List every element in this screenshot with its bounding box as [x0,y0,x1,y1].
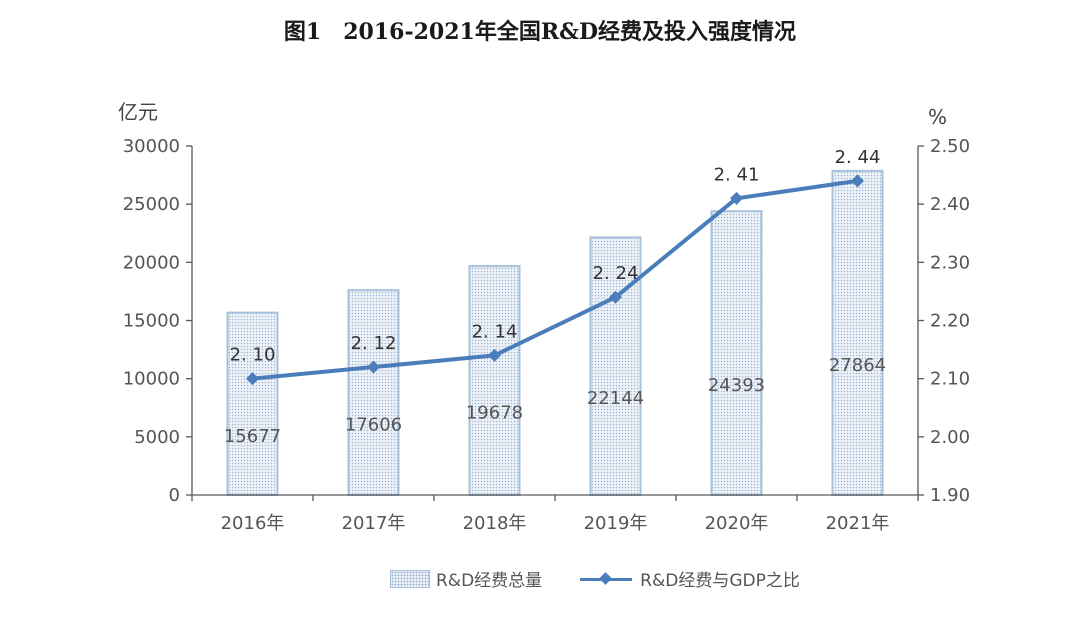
right-tick-label-1: 2.00 [930,427,970,448]
ratio-label-1: 2. 12 [351,333,397,354]
x-tick-label-0: 2016年 [221,513,285,534]
left-axis-unit: 亿元 [118,100,158,124]
right-tick-label-3: 2.20 [930,311,970,332]
right-tick-label-5: 2.40 [930,194,970,215]
ratio-marker-2 [488,348,501,362]
bar-1 [347,289,400,496]
bar-series [226,169,884,497]
ratio-marker-3 [609,290,622,304]
left-tick-label-1: 5000 [134,427,180,448]
x-tick-label-1: 2017年 [342,513,406,534]
axes [186,145,924,501]
bar-value-label-3: 22144 [587,388,644,409]
right-tick-label-2: 2.10 [930,369,970,390]
ratio-marker-1 [367,360,380,374]
x-tick-label-4: 2020年 [705,513,769,534]
right-axis-unit: % [928,105,947,129]
line-series [246,174,864,386]
ratio-label-5: 2. 44 [835,147,881,168]
left-tick-label-4: 20000 [123,252,180,273]
figure-title-text: 2016-2021年全国R&D经费及投入强度情况 [343,19,797,45]
bar-value-label-0: 15677 [224,426,281,447]
right-tick-label-0: 1.90 [930,485,970,506]
bar-value-label-4: 24393 [708,375,765,396]
figure-number: 图1 [283,19,322,45]
legend: R&D经费总量 R&D经费与GDP之比 [390,566,838,591]
bar-2 [468,265,521,496]
left-tick-label-3: 15000 [123,311,180,332]
ratio-label-3: 2. 24 [593,263,639,284]
ratio-label-4: 2. 41 [714,164,760,185]
chart-labels: 15677 17606 19678 22144 24393 27864 0 5000 10000… [118,100,970,534]
x-tick-label-3: 2019年 [584,513,648,534]
right-tick-label-4: 2.30 [930,252,970,273]
bar-0 [226,311,279,496]
ratio-marker-0 [246,372,259,386]
legend-swatch-bars [390,569,430,588]
bar-5 [831,169,884,497]
bar-value-label-1: 17606 [345,415,402,436]
ratio-marker-4 [730,191,743,205]
ratio-label-2: 2. 14 [472,321,518,342]
bar-4 [710,210,763,497]
bar-value-label-5: 27864 [829,355,886,376]
legend-item-bars: R&D经费总量 [390,566,542,591]
left-tick-label-0: 0 [169,485,180,506]
x-tick-label-5: 2021年 [826,513,890,534]
legend-item-line: R&D经费与GDP之比 [580,566,800,591]
chart-title: 图1 2016-2021年全国R&D经费及投入强度情况 [0,14,1080,46]
right-tick-label-6: 2.50 [930,136,970,157]
legend-swatch-line [580,572,633,586]
left-tick-label-5: 25000 [123,194,180,215]
bar-value-label-2: 19678 [466,403,523,424]
ratio-line [252,178,858,381]
ratio-label-0: 2. 10 [230,345,276,366]
left-tick-label-2: 10000 [123,369,180,390]
legend-label-bars: R&D经费总量 [436,571,543,591]
x-tick-label-2: 2018年 [463,513,527,534]
left-tick-label-6: 30000 [123,136,180,157]
legend-label-line: R&D经费与GDP之比 [640,571,800,591]
ratio-marker-5 [851,174,864,188]
